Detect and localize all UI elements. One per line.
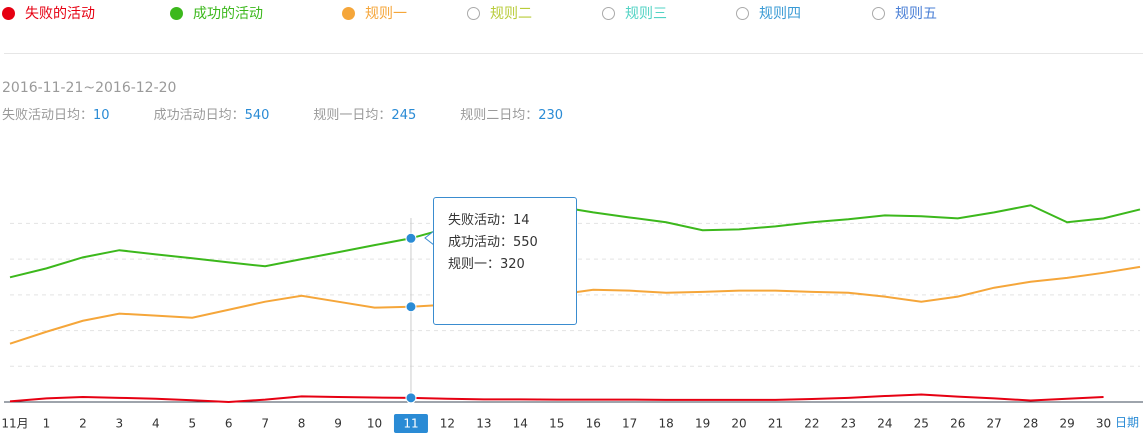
legend-marker	[2, 6, 15, 20]
x-tick-label: 28	[1023, 417, 1038, 431]
tooltip-value: 14	[512, 213, 530, 228]
legend-item[interactable]: 规则五	[872, 3, 937, 23]
legend-label: 失败的活动	[25, 6, 95, 22]
tooltip-value: 550	[512, 235, 538, 250]
x-tick-label: 20	[731, 417, 746, 431]
x-tick-label: 2	[79, 417, 87, 431]
stat: 规则二日均：230	[460, 104, 563, 123]
stats: 失败活动日均：10 成功活动日均：540 规则一日均：245 规则二日均：230	[2, 104, 607, 123]
tooltip-label: 成功活动：	[447, 235, 513, 250]
legend-item[interactable]: 失败的活动	[2, 3, 95, 23]
stat-value: 245	[391, 108, 417, 123]
x-tick-label: 4	[152, 417, 160, 431]
tooltip-item: 成功活动：550	[448, 232, 576, 254]
legend-marker	[872, 6, 885, 20]
legend-label: 规则五	[895, 6, 937, 22]
x-tick-label: 16	[586, 417, 601, 431]
x-tick-label: 22	[804, 417, 819, 431]
x-tick-highlight	[393, 414, 428, 433]
hover-dot	[405, 301, 417, 313]
hover-dot	[405, 392, 417, 404]
tooltip-label: 失败活动：	[447, 213, 513, 228]
x-tick-label: 8	[298, 417, 306, 431]
legend-marker	[170, 6, 183, 20]
legend: 失败的活动 成功的活动 规则一 规则二 规则三 规则四 规则五	[0, 0, 1143, 26]
tooltip-item: 失败活动：14	[448, 210, 576, 232]
stat-value: 540	[244, 108, 270, 123]
x-tick-label: 23	[841, 417, 856, 431]
tooltip: 失败活动：14 成功活动：550 规则一：320	[432, 197, 577, 325]
stat-label: 规则一日均：	[313, 108, 392, 123]
stat-label: 规则二日均：	[460, 108, 539, 123]
legend-marker	[602, 6, 615, 20]
stat: 成功活动日均：540	[154, 104, 270, 123]
hover-dot	[405, 232, 417, 244]
legend-item[interactable]: 规则四	[736, 3, 801, 23]
x-tick-label: 13	[476, 417, 491, 431]
tooltip-label: 规则一：	[447, 257, 500, 272]
legend-label: 规则三	[625, 6, 667, 22]
legend-item[interactable]: 规则二	[467, 3, 532, 23]
x-tick-label: 21	[768, 417, 783, 431]
stat: 规则一日均：245	[313, 104, 416, 123]
legend-item[interactable]: 规则三	[602, 3, 667, 23]
x-tick-label: 26	[950, 417, 965, 431]
tooltip-pointer	[424, 230, 435, 246]
x-tick-label: 25	[914, 417, 929, 431]
legend-label: 规则一	[365, 6, 407, 22]
x-tick-label: 30	[1096, 417, 1111, 431]
stat-value: 230	[538, 108, 564, 123]
x-tick-label: 29	[1059, 417, 1074, 431]
x-tick-label: 9	[334, 417, 342, 431]
legend-item[interactable]: 成功的活动	[170, 3, 263, 23]
tooltip-value: 320	[499, 257, 525, 272]
tooltip-item: 规则一：320	[448, 254, 576, 276]
x-tick-label: 15	[549, 417, 564, 431]
x-tick-label: 27	[987, 417, 1002, 431]
x-tick-label: 3	[116, 417, 124, 431]
x-tick-label: 12	[440, 417, 455, 431]
stat-label: 成功活动日均：	[153, 108, 245, 123]
series-line	[9, 393, 1104, 404]
legend-label: 规则四	[759, 6, 801, 22]
x-tick-label: 7	[261, 417, 269, 431]
stat: 失败活动日均：10	[2, 104, 110, 123]
stat-value: 10	[93, 108, 110, 123]
x-axis-label: 日期	[1115, 416, 1139, 430]
x-tick-label: 14	[513, 417, 528, 431]
stat-label: 失败活动日均：	[2, 108, 94, 123]
x-tick-label: 19	[695, 417, 710, 431]
x-tick-label: 10	[367, 417, 382, 431]
x-tick-label: 24	[877, 417, 892, 431]
x-tick-label: 18	[658, 417, 673, 431]
date-range: 2016-11-21~2016-12-20	[2, 80, 177, 96]
legend-label: 规则二	[490, 6, 532, 22]
legend-marker	[342, 6, 355, 20]
legend-label: 成功的活动	[193, 6, 263, 22]
legend-marker	[736, 6, 749, 20]
x-tick-label: 11月	[1, 417, 28, 431]
x-tick-label: 5	[188, 417, 196, 431]
legend-marker	[467, 6, 480, 20]
x-tick-label: 17	[622, 417, 637, 431]
divider	[4, 53, 1143, 54]
x-tick-label: 6	[225, 417, 233, 431]
legend-item[interactable]: 规则一	[342, 3, 407, 23]
x-tick-label: 11	[403, 417, 418, 431]
x-tick-label: 1	[43, 417, 51, 431]
